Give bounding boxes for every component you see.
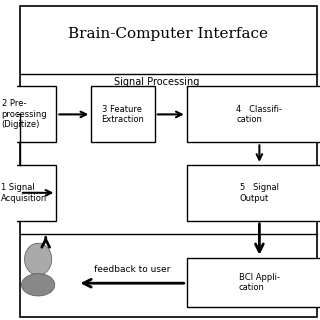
- Text: Brain-Computer Interface: Brain-Computer Interface: [68, 27, 268, 41]
- Text: 1 Signal
Acquisition: 1 Signal Acquisition: [1, 183, 48, 203]
- FancyBboxPatch shape: [20, 6, 317, 317]
- Text: Signal Processing: Signal Processing: [114, 77, 199, 87]
- Text: 5   Signal
Output: 5 Signal Output: [240, 183, 279, 203]
- Ellipse shape: [21, 274, 55, 296]
- FancyBboxPatch shape: [187, 258, 320, 307]
- FancyBboxPatch shape: [0, 86, 56, 142]
- Text: feedback to user: feedback to user: [94, 265, 170, 274]
- FancyBboxPatch shape: [187, 86, 320, 142]
- FancyBboxPatch shape: [187, 165, 320, 221]
- Text: 4   Classifi-
cation: 4 Classifi- cation: [236, 105, 282, 124]
- Ellipse shape: [25, 243, 52, 275]
- Text: BCI Appli-
cation: BCI Appli- cation: [239, 273, 280, 292]
- FancyBboxPatch shape: [91, 86, 155, 142]
- FancyBboxPatch shape: [0, 165, 56, 221]
- Text: 3 Feature
Extraction: 3 Feature Extraction: [101, 105, 144, 124]
- Text: 2 Pre-
processing
(Digitize): 2 Pre- processing (Digitize): [2, 100, 47, 129]
